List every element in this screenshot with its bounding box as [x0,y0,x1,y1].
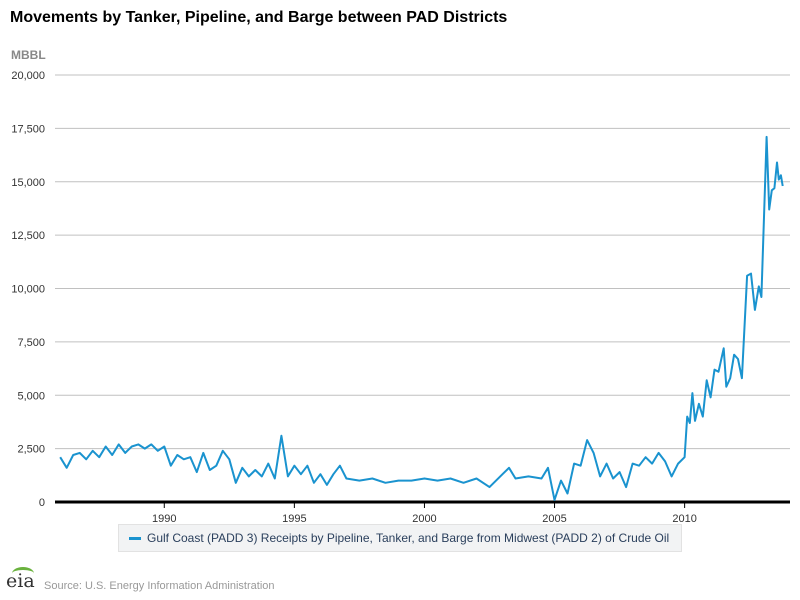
legend-swatch [129,536,141,540]
y-tick-label: 12,500 [11,230,45,242]
x-tick-label: 2000 [412,513,436,525]
y-tick-label: 15,000 [11,177,45,189]
x-tick-label: 1995 [282,513,306,525]
x-tick-label: 1990 [152,513,176,525]
y-tick-label: 0 [39,497,45,509]
x-tick-label: 2005 [542,513,566,525]
chart-title: Movements by Tanker, Pipeline, and Barge… [10,9,508,26]
series-line [59,135,784,501]
source-note: Source: U.S. Energy Information Administ… [44,580,275,592]
y-axis-unit: MBBL [11,48,46,62]
y-tick-label: 2,500 [17,444,45,456]
legend-label: Gulf Coast (PADD 3) Receipts by Pipeline… [147,531,670,545]
y-tick-label: 17,500 [11,123,45,135]
y-tick-label: 10,000 [11,284,45,296]
eia-logo: eia [6,567,35,592]
y-tick-label: 7,500 [17,337,45,349]
y-tick-label: 5,000 [17,390,45,402]
y-tick-label: 20,000 [11,70,45,82]
x-tick-label: 2010 [672,513,696,525]
legend[interactable]: Gulf Coast (PADD 3) Receipts by Pipeline… [118,524,682,552]
